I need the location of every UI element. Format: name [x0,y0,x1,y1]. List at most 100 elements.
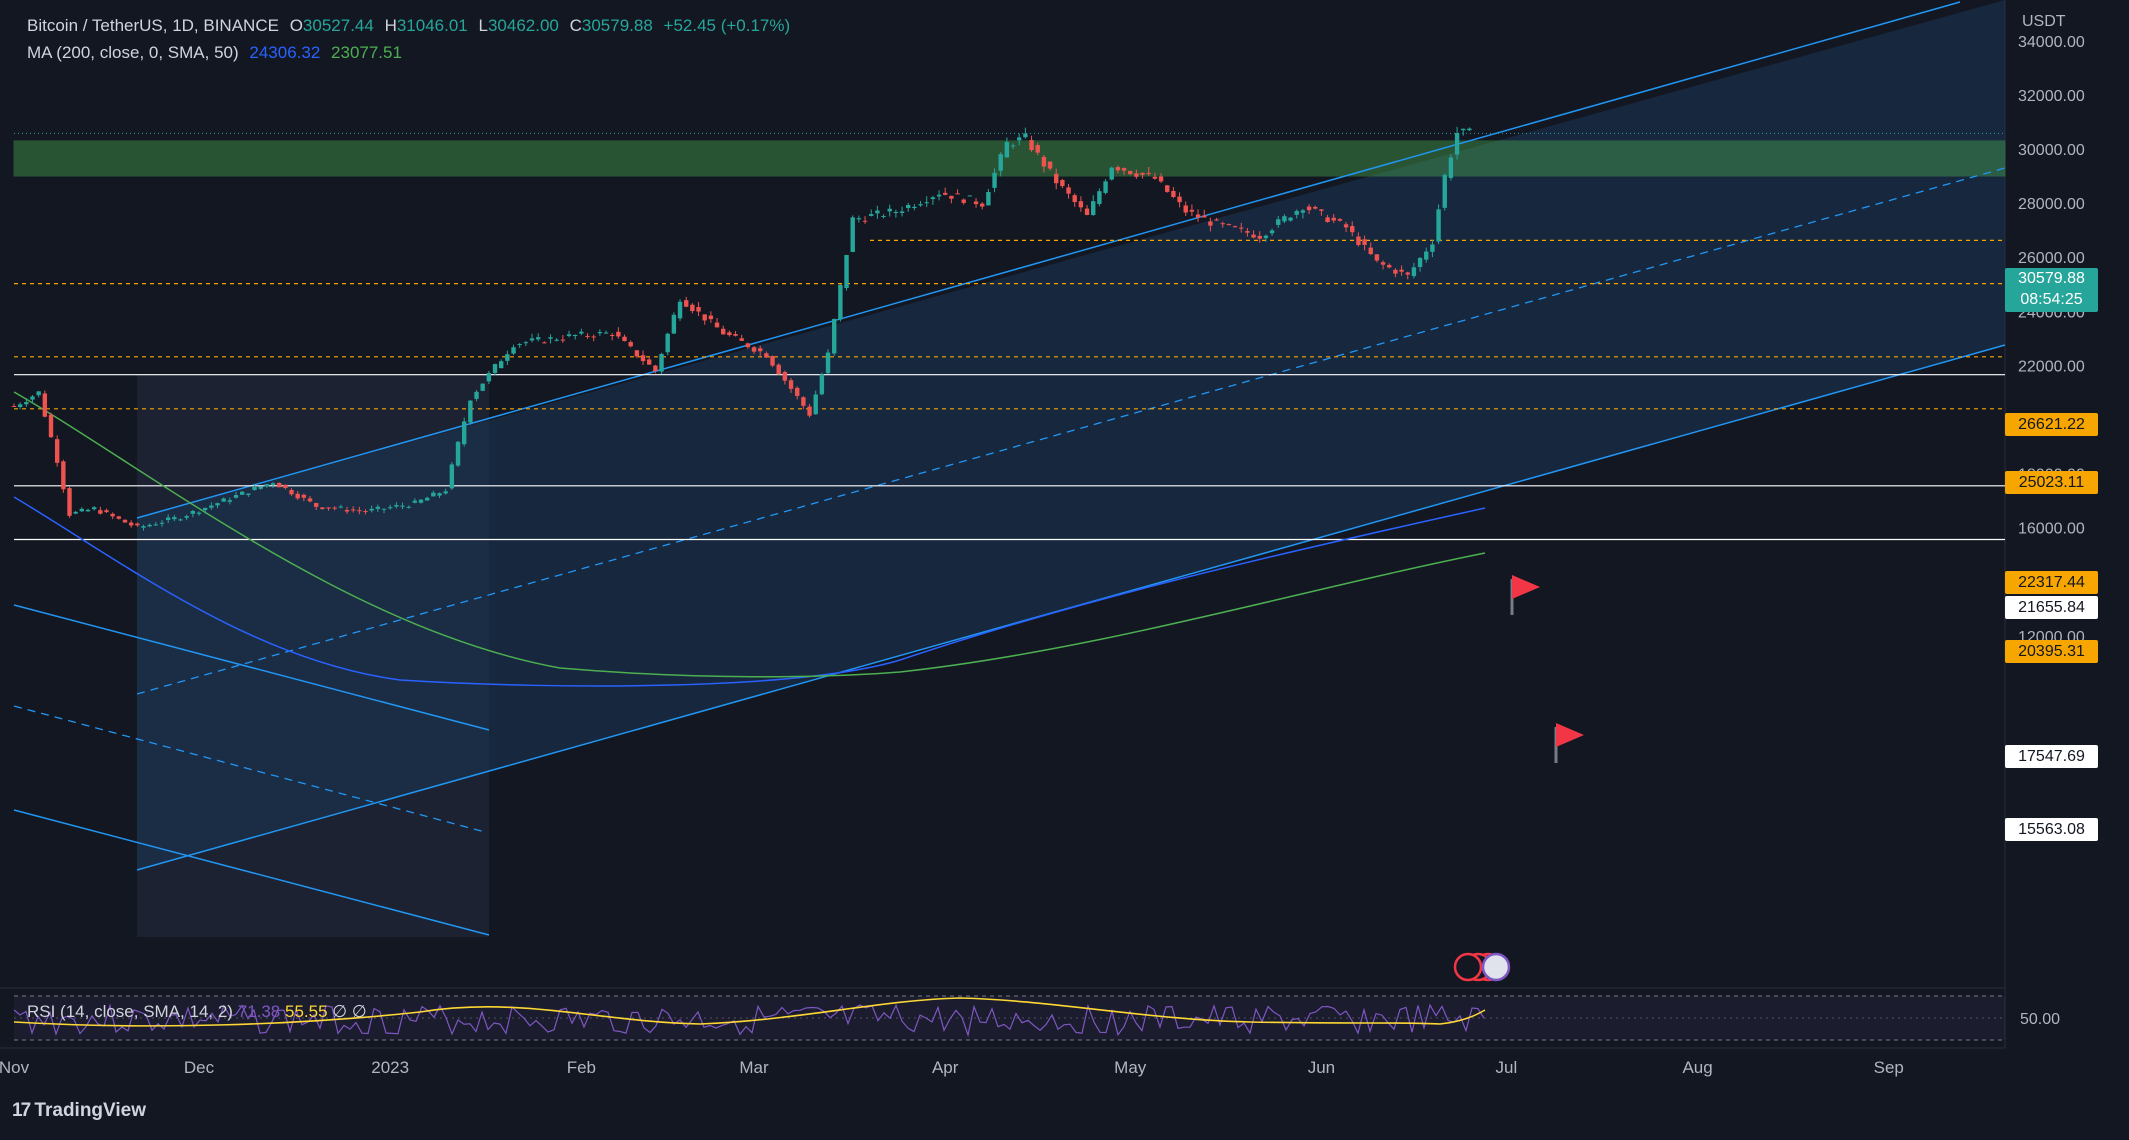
candle-body [1041,156,1047,167]
candle-body [733,334,738,336]
candle-body [437,493,442,496]
us-flag-icon [1481,952,1511,982]
candle-body [560,339,566,341]
candle-body [597,332,603,334]
candle-body [1214,219,1219,221]
ma-200-line [13,496,1486,687]
time-tick-label: Sep [1874,1058,1904,1077]
candle-body [1023,133,1028,138]
candle-body [980,203,985,207]
candle-body [344,509,350,512]
flag-icon-2 [1556,723,1584,747]
candle-body [1183,205,1188,213]
ohlc-close: C30579.88 [569,16,653,35]
candle-body [301,494,307,498]
symbol-legend[interactable]: Bitcoin / TetherUS, 1D, BINANCE O30527.4… [27,16,796,36]
candle-body [400,505,405,507]
ma-legend[interactable]: MA (200, close, 0, SMA, 50) 24306.32 230… [27,43,408,63]
candle-body [258,486,263,489]
candle-body [350,509,356,511]
symbol-name: Bitcoin / TetherUS, 1D, BINANCE [27,16,279,35]
candle-body [449,464,455,489]
candle-body [634,350,640,357]
candle-body [128,522,134,526]
candle-body [283,484,288,488]
time-tick-label: May [1114,1058,1147,1077]
candle-body [1029,140,1034,151]
last-price-value: 30579.88 [2018,270,2085,287]
candle-body [912,206,917,209]
time-tick-label: Dec [184,1058,215,1077]
candle-body [104,510,109,513]
candle-body [30,396,35,400]
candle-body [492,364,498,373]
rsi-legend[interactable]: RSI (14, close, SMA, 14, 2) 71.38 55.55 … [27,1002,367,1022]
candle-body [566,334,572,336]
level-tag-22317: 22317.44 [2005,571,2098,594]
candle-body [665,333,670,353]
price-tick-label: 28000.00 [2018,196,2085,213]
candle-body [1084,208,1090,215]
rsi-ma-line [13,997,1486,1027]
candle-body [1158,176,1164,182]
event-circle [1453,952,1483,982]
tradingview-logo[interactable]: 17 TradingView [12,1100,146,1122]
candle-body [1380,262,1386,265]
candle-body [986,191,991,206]
candle-body [782,371,788,381]
candle-body [708,315,714,320]
candle-body [369,508,374,511]
candle-body [468,400,473,423]
price-tick-label: 34000.00 [2018,34,2085,51]
tradingview-logo-icon: 17 [12,1100,31,1121]
candle-body [807,406,812,416]
candle-body [758,348,763,352]
candle-body [1430,244,1435,252]
candle-body [659,353,664,372]
candle-body [548,337,553,339]
candle-body [955,193,960,195]
level-tag-20395: 20395.31 [2005,640,2098,663]
candle-body [455,441,461,466]
candle-body [1134,173,1139,177]
candle-body [1454,133,1460,155]
candle-body [918,204,923,206]
candle-body [714,322,720,328]
candle-body [1331,217,1336,221]
candle-body [1004,141,1010,158]
candle-body [1103,181,1108,193]
candle-body [770,356,775,366]
candle-body [1417,257,1423,268]
candle-body [1448,157,1454,178]
candle-body [1393,269,1398,274]
channel-mid-line [136,167,2006,695]
level-tag-15563: 15563.08 [2005,818,2098,841]
candle-body [42,393,48,417]
candle-body [1337,219,1343,221]
time-tick-label: Jul [1496,1058,1518,1077]
candle-body [202,507,208,511]
candle-body [776,364,781,375]
candle-body [98,510,103,514]
candle-body [480,383,485,391]
candle-body [825,352,831,374]
candle-body [529,338,535,341]
ma-50-line [13,391,1486,678]
candle-body [1313,206,1318,209]
candle-body [751,347,757,352]
candle-body [1306,206,1312,211]
candle-body [375,506,381,509]
candle-body [209,505,214,508]
candle-body [1387,264,1392,268]
candle-body [1128,170,1133,175]
candle-body [11,406,17,408]
candle-body [1399,269,1404,272]
candle-body [684,300,689,307]
candle-body [165,517,171,521]
candle-body [739,338,744,341]
candles [11,126,1472,531]
rsi-tick-label: 50.00 [2020,1011,2060,1028]
time-tick-label: Apr [932,1058,959,1077]
candle-body [1424,251,1429,260]
